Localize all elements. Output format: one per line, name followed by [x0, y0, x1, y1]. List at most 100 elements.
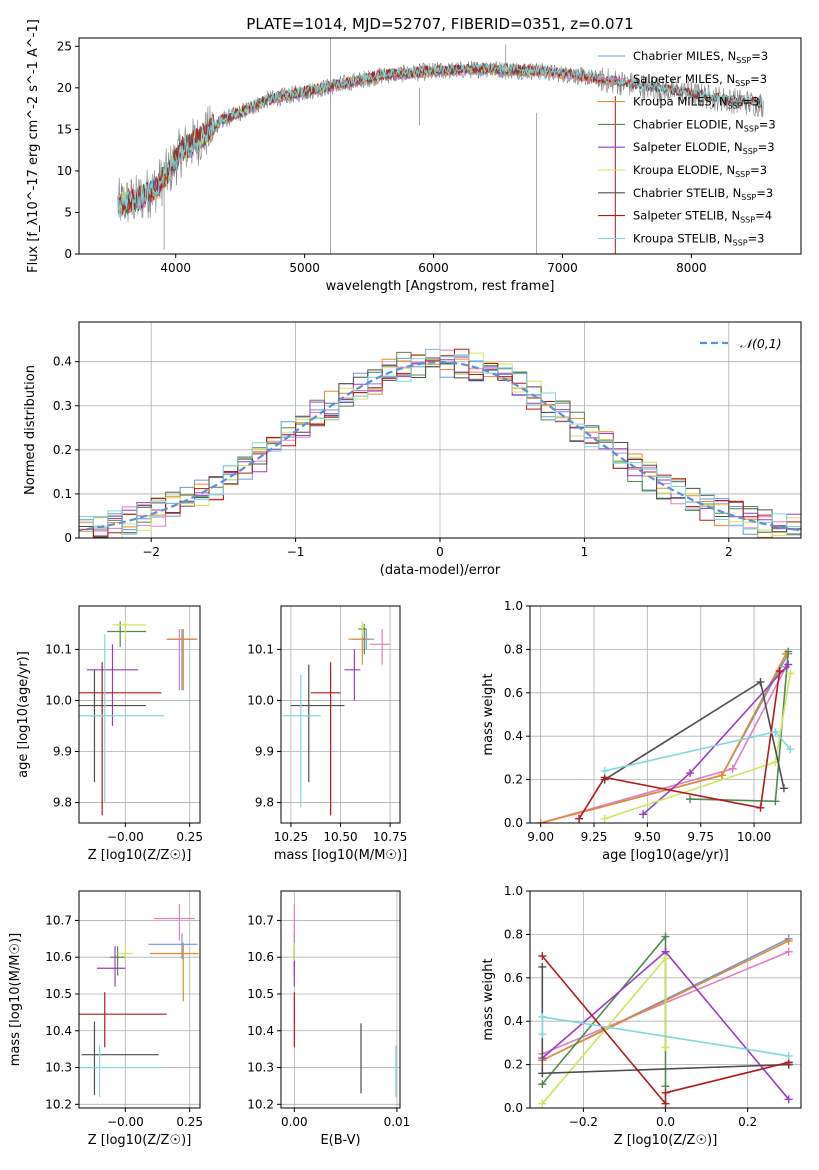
y-tick-label: 10.0	[45, 693, 72, 707]
plot-area	[536, 647, 795, 823]
y-tick-label: 0	[64, 531, 72, 545]
weight-marker	[784, 647, 793, 656]
weight-marker	[756, 803, 765, 812]
weight-marker	[538, 1080, 547, 1089]
y-tick-label: 1.0	[504, 884, 523, 898]
y-tick-label: 0.1	[53, 487, 72, 501]
weight-marker	[600, 766, 609, 775]
weight-marker	[661, 932, 670, 941]
y-tick-label: 0.6	[504, 971, 523, 985]
x-tick-label: −0.2	[569, 1115, 598, 1129]
x-tick-label: 7000	[547, 261, 578, 275]
weight-line-7	[541, 955, 789, 1106]
errorbar-6	[79, 669, 146, 783]
weight-marker	[538, 1030, 547, 1039]
errorbar-5	[112, 619, 146, 641]
panels: 4000 5000 6000 7000 80000510152025wavelength…	[8, 19, 802, 1148]
legend-label-main: Chabrier STELIB, N	[633, 186, 741, 200]
weight-marker	[686, 795, 695, 804]
legend-label-main: Kroupa ELODIE, N	[633, 163, 735, 177]
legend-label-suffix: =3	[759, 117, 776, 131]
errorbar-3	[107, 621, 146, 647]
y-tick-label: 0.4	[504, 729, 523, 743]
x-tick-label: 5000	[289, 261, 320, 275]
x-axis-label: (data-model)/error	[380, 563, 501, 578]
weight-marker	[639, 810, 648, 819]
x-axis-label: Z [log10(Z/Z☉)]	[88, 848, 192, 863]
y-tick-label: 15	[57, 122, 72, 136]
y-tick-label: 10.1	[247, 642, 274, 656]
panel-weight-vs-z: −0.2 0.0 0.2 0.0 0.2 0.4 0.6 0.8 1.0 Z [log10(Z/Z…	[481, 884, 802, 1148]
weight-marker	[784, 1095, 793, 1104]
weight-marker	[538, 1069, 547, 1078]
panel-residual-hist: −2 −1 0 1 2 0 0.1 0.2 0.3 0.4 (data-model)/error No…	[23, 321, 802, 578]
y-tick-label: 10.4	[45, 1024, 72, 1038]
legend-label-sub: SSP	[736, 56, 751, 65]
y-tick-label: 9.8	[53, 796, 72, 810]
y-tick-label: 0.8	[504, 927, 523, 941]
legend-label-suffix: =3	[750, 163, 767, 177]
legend-label-main: Kroupa MILES, N	[633, 95, 728, 109]
y-axis-label: Normed distribution	[23, 365, 38, 495]
panel-age-vs-mass: 10.25 10.50 10.75 9.8 9.9 10.0 10.1 mass [log10…	[247, 605, 407, 863]
plot-area	[282, 621, 391, 816]
y-tick-label: 5	[64, 205, 72, 219]
weight-marker	[786, 745, 795, 754]
weight-marker	[784, 660, 793, 669]
y-tick-label: 0.0	[504, 816, 523, 830]
y-tick-label: 10.0	[247, 693, 274, 707]
weight-marker	[538, 1099, 547, 1108]
weight-marker	[686, 769, 695, 778]
errorbar-2	[167, 628, 197, 691]
legend-label-suffix: =3	[756, 186, 773, 200]
legend-label-sub: SSP	[728, 102, 743, 111]
legend-label-suffix: =3	[750, 72, 767, 86]
x-axis-label: Z [log10(Z/Z☉)]	[88, 1133, 192, 1148]
x-tick-label: 4000	[160, 261, 191, 275]
legend-label-main: Chabrier ELODIE, N	[633, 117, 744, 131]
errorbar-3	[109, 946, 126, 976]
legend-label-sub: SSP	[733, 238, 748, 247]
x-tick-label: −1	[287, 545, 305, 559]
y-tick-label: 10.6	[247, 950, 274, 964]
y-axis-label: mass weight	[481, 958, 496, 1040]
y-tick-label: 9.9	[53, 745, 72, 759]
x-tick-label: −2	[142, 545, 160, 559]
weight-marker	[575, 814, 584, 823]
legend-label: Salpeter STELIB, NSSP=4	[633, 209, 772, 225]
legend-label: Chabrier ELODIE, NSSP=3	[633, 117, 776, 133]
y-tick-label: 10.1	[45, 642, 72, 656]
x-tick-label: 0.00	[281, 1115, 308, 1129]
y-axis-label: mass [log10(M/M☉)]	[8, 933, 23, 1066]
y-tick-label: 1.0	[504, 599, 523, 613]
legend-label-sub: SSP	[735, 79, 750, 88]
panel-spectrum: 4000 5000 6000 7000 8000 0 5 10 15 20 25 wavelength…	[26, 19, 802, 294]
y-tick-label: 0.6	[504, 686, 523, 700]
y-tick-label: 9.8	[255, 796, 274, 810]
plot-area	[79, 348, 801, 538]
weight-marker	[536, 819, 545, 823]
y-tick-label: 10.4	[247, 1024, 274, 1038]
x-tick-label: 0	[436, 545, 444, 559]
panel-weight-vs-age: 9.00 9.25 9.50 9.75 10.00 0.0 0.2 0.4 0.6 0.8 1.0 a…	[481, 599, 802, 863]
plot-area	[117, 38, 764, 254]
x-tick-label: 0.01	[384, 1115, 411, 1129]
plot-area	[538, 932, 793, 1108]
x-tick-label: 2	[725, 545, 733, 559]
legend-label: Kroupa STELIB, NSSP=3	[633, 231, 764, 247]
legend-label-main: Kroupa STELIB, N	[633, 231, 733, 245]
x-axis-label: E(B-V)	[320, 1133, 360, 1148]
weight-marker	[538, 1012, 547, 1021]
errorbar-7	[310, 662, 341, 816]
x-tick-label: −0.00	[107, 1115, 144, 1129]
legend-label-sub: SSP	[740, 216, 755, 225]
y-tick-label: 20	[57, 81, 72, 95]
x-axis-label: mass [log10(M/M☉)]	[274, 848, 407, 863]
legend-label-sub: SSP	[735, 170, 750, 179]
errorbar-1	[370, 628, 391, 665]
axes-frame	[529, 605, 802, 824]
y-axis-label: mass weight	[481, 673, 496, 755]
x-tick-label: 0.25	[176, 830, 203, 844]
plot-area	[79, 903, 199, 1097]
